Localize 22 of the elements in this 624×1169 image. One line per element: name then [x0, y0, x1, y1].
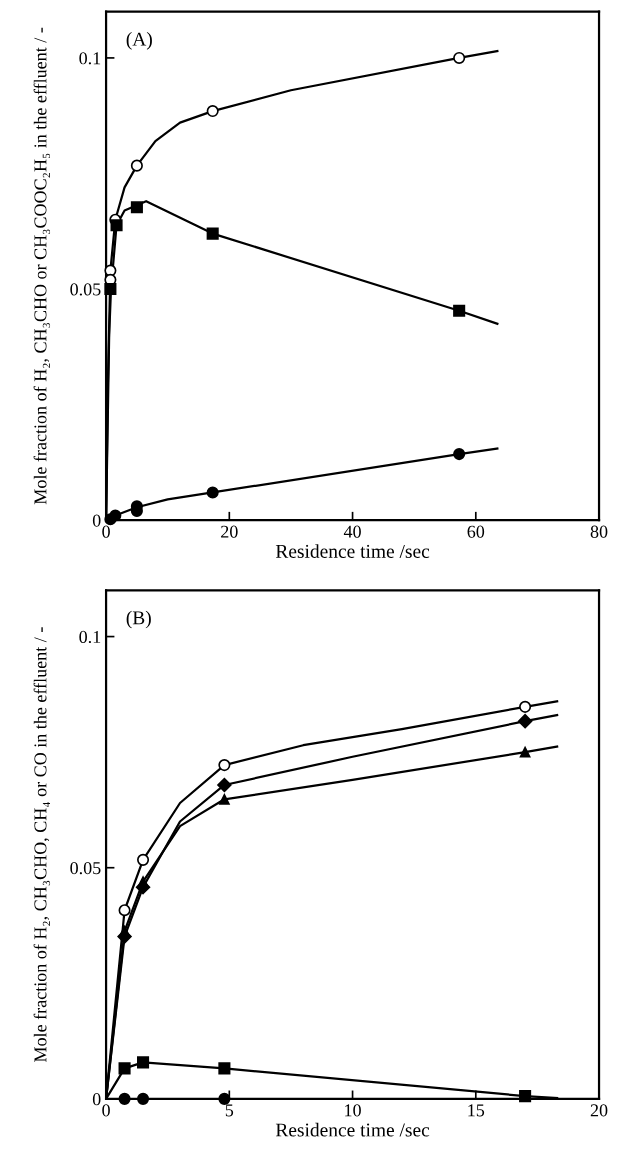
- annotation: (A): [126, 32, 152, 50]
- y-tick-label: 0.05: [70, 283, 101, 296]
- x-tick-label: 40: [343, 525, 361, 538]
- x-tick-label: 10: [345, 1104, 361, 1117]
- y-tick-label: 0.05: [70, 861, 101, 875]
- x-tick-label: 20: [590, 1104, 608, 1117]
- y-axis-title: Mole fraction of H₂, CH₃CHO, CH₄ or CO in the effluent / -: [33, 627, 51, 1062]
- x-tick-label: 15: [468, 1104, 485, 1117]
- x-axis-title: Residence time /sec: [275, 544, 430, 558]
- y-tick-label: 0: [92, 1093, 101, 1106]
- x-axis-title: Residence time /sec: [275, 1122, 430, 1137]
- x-tick-label: 0: [102, 1104, 110, 1117]
- y-axis-title: Mole fraction of H₂, CH₃CHO or CH₃COOC₂H₅ in the effluent / -: [33, 27, 51, 505]
- x-tick-label: 60: [467, 525, 485, 538]
- x-tick-label: 0: [102, 525, 110, 538]
- annotation: (B): [126, 610, 151, 629]
- x-tick-label: 80: [590, 525, 608, 538]
- y-tick-label: 0.1: [79, 630, 101, 644]
- x-tick-label: 20: [221, 525, 238, 538]
- y-tick-label: 0.1: [79, 52, 101, 65]
- x-tick-label: 5: [225, 1104, 234, 1117]
- y-tick-label: 0: [92, 514, 101, 527]
